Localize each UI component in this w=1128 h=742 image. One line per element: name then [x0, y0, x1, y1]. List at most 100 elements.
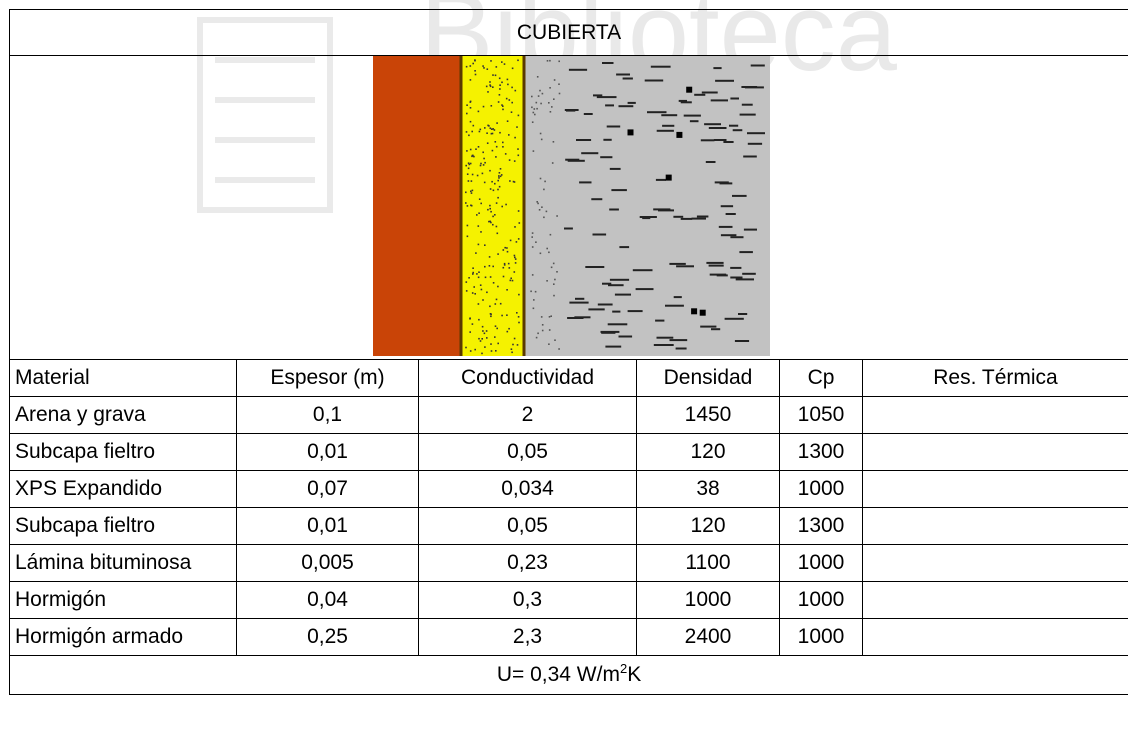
cell-espesor: 0,01	[236, 507, 419, 545]
cell-material: Hormigón armado	[9, 618, 237, 656]
texture-dash	[642, 217, 651, 220]
texture-dot	[469, 120, 472, 123]
texture-dot	[479, 284, 482, 286]
texture-dot	[549, 59, 551, 62]
texture-dot	[553, 79, 556, 81]
cell-densidad: 120	[636, 433, 780, 471]
texture-dot	[489, 220, 491, 223]
title-row: CUBIERTA	[8, 9, 1128, 56]
texture-dash	[627, 310, 643, 313]
texture-dot	[483, 67, 485, 69]
texture-dot	[510, 277, 512, 280]
cell-cp: 1000	[779, 470, 863, 508]
texture-dash	[691, 308, 698, 315]
texture-dash	[596, 96, 617, 99]
texture-dot	[513, 181, 516, 183]
texture-dot	[483, 157, 485, 160]
texture-dash	[658, 209, 674, 212]
texture-dot	[551, 106, 553, 108]
texture-dash	[656, 129, 674, 132]
texture-dash	[732, 129, 743, 132]
texture-dot	[471, 323, 474, 325]
texture-dot	[502, 275, 505, 278]
texture-dash	[597, 303, 613, 306]
texture-dot	[479, 164, 482, 167]
texture-dot	[469, 318, 471, 320]
texture-dash	[694, 93, 706, 96]
texture-dot	[540, 138, 543, 141]
cell-material: Hormigón	[9, 581, 237, 619]
texture-dash	[720, 234, 737, 237]
texture-dot	[465, 164, 467, 167]
texture-dot	[470, 204, 473, 207]
texture-dot	[517, 114, 520, 117]
texture-dot	[507, 83, 509, 86]
texture-dot	[556, 271, 558, 273]
texture-dot	[558, 83, 560, 85]
texture-dot	[488, 265, 491, 267]
texture-dot	[492, 86, 494, 88]
texture-dot	[478, 212, 480, 214]
texture-dot	[477, 225, 480, 227]
texture-dot	[502, 141, 504, 144]
texture-dot	[558, 348, 560, 350]
texture-dot	[558, 60, 560, 63]
texture-dash	[583, 113, 593, 115]
texture-dot	[484, 265, 486, 268]
texture-dot	[546, 60, 549, 62]
texture-dot	[465, 202, 467, 204]
texture-dot	[532, 307, 535, 310]
texture-dash	[619, 246, 630, 249]
texture-dash	[605, 345, 622, 348]
texture-dot	[514, 89, 517, 92]
texture-dot	[504, 153, 507, 155]
texture-dot	[532, 150, 535, 152]
texture-dot	[493, 129, 496, 131]
texture-dot	[531, 121, 534, 123]
texture-dot	[513, 337, 516, 340]
texture-dash	[588, 308, 605, 311]
texture-dot	[489, 188, 492, 190]
texture-dot	[488, 220, 490, 223]
texture-dot	[470, 192, 473, 194]
texture-dot	[516, 126, 518, 128]
texture-dot	[488, 256, 491, 258]
texture-dash	[568, 68, 588, 71]
texture-dash	[713, 139, 727, 141]
cell-densidad: 120	[636, 507, 780, 545]
texture-dash	[616, 73, 630, 76]
texture-dot	[548, 316, 551, 318]
texture-dash	[655, 178, 666, 181]
texture-dot	[495, 202, 498, 204]
texture-dot	[510, 348, 513, 350]
texture-dash	[699, 309, 706, 316]
cell-conductividad: 2	[418, 396, 637, 434]
cell-material: Subcapa fieltro	[9, 433, 237, 471]
table-row: Arena y grava 0,1 2 1450 1050	[9, 396, 1128, 434]
cell-material: XPS Expandido	[9, 470, 237, 508]
cell-conductividad: 0,034	[418, 470, 637, 508]
texture-dot	[472, 271, 474, 274]
cell-espesor: 0,1	[236, 396, 419, 434]
texture-dot	[489, 169, 491, 172]
texture-dot	[506, 314, 508, 316]
texture-dot	[497, 196, 499, 199]
cell-densidad: 1100	[636, 544, 780, 582]
texture-dot	[509, 180, 511, 182]
texture-dash	[716, 274, 728, 277]
texture-dot	[477, 146, 480, 148]
texture-dot	[486, 68, 489, 70]
cell-cp: 1050	[779, 396, 863, 434]
texture-dash	[618, 105, 634, 108]
texture-dash	[680, 217, 693, 220]
texture-dot	[468, 134, 470, 137]
texture-dot	[489, 276, 492, 278]
cell-res-termica	[861, 470, 1128, 508]
texture-dot	[541, 329, 544, 332]
texture-dash	[618, 335, 633, 338]
texture-dot	[478, 130, 481, 133]
materials-table: CUBIERTA Material Espesor (m) Conductivi…	[8, 9, 1128, 695]
texture-dash	[635, 288, 654, 291]
texture-dot	[482, 105, 485, 108]
texture-dash	[701, 91, 718, 94]
